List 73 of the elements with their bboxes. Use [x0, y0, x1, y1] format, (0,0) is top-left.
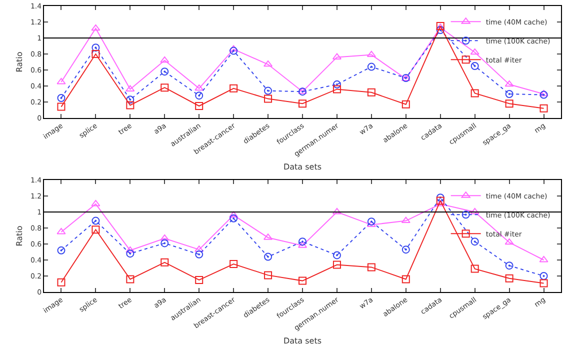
- point: [436, 26, 444, 34]
- point: [470, 264, 479, 273]
- x-axis-title: Data sets: [283, 162, 322, 172]
- point: [505, 262, 514, 270]
- point: [332, 85, 341, 94]
- point: [540, 279, 548, 288]
- point: [57, 246, 66, 254]
- point: [57, 94, 66, 102]
- point: [91, 24, 100, 31]
- point: [504, 80, 514, 87]
- point: [402, 100, 410, 108]
- point: [126, 250, 134, 258]
- point: [160, 84, 169, 92]
- point: [160, 234, 170, 241]
- point: [540, 104, 548, 112]
- point: [126, 275, 134, 284]
- point: [160, 56, 170, 63]
- point: [230, 46, 238, 55]
- point: [332, 80, 341, 88]
- point: [367, 62, 376, 71]
- point: [126, 96, 134, 104]
- point: [436, 196, 444, 205]
- point: [402, 275, 410, 284]
- point: [160, 239, 169, 248]
- point: [470, 238, 479, 246]
- point: [470, 48, 480, 55]
- y-axis-title: Ratio: [15, 226, 24, 246]
- point: [366, 50, 376, 58]
- point: [263, 60, 273, 67]
- point: [92, 50, 100, 58]
- point: [366, 220, 376, 228]
- x-axis-title: Data sets: [283, 336, 322, 346]
- point: [160, 258, 169, 266]
- point: [332, 260, 341, 269]
- point: [504, 238, 514, 245]
- point: [401, 216, 410, 224]
- point: [402, 246, 410, 254]
- point: [540, 90, 548, 99]
- point: [505, 274, 514, 282]
- point: [194, 84, 204, 91]
- point: [505, 100, 514, 108]
- point: [332, 251, 341, 260]
- point: [264, 86, 272, 95]
- point: [57, 102, 66, 111]
- point: [195, 276, 204, 284]
- point: [470, 89, 479, 98]
- point: [367, 88, 376, 96]
- point: [230, 214, 238, 222]
- point: [195, 250, 204, 258]
- point: [264, 94, 272, 103]
- point: [436, 194, 444, 202]
- point: [367, 218, 376, 226]
- point: [126, 246, 135, 253]
- point: [264, 252, 272, 261]
- point: [126, 101, 134, 110]
- point: [540, 272, 548, 280]
- point: [298, 238, 306, 246]
- point: [230, 260, 238, 268]
- point: [367, 263, 376, 272]
- point: [505, 90, 514, 98]
- point: [298, 100, 306, 108]
- point: [230, 84, 238, 92]
- point: [92, 216, 100, 225]
- point: [298, 276, 306, 285]
- point: [92, 44, 100, 52]
- point: [470, 62, 479, 70]
- point: [264, 271, 272, 280]
- point: [160, 68, 169, 76]
- point: [92, 226, 100, 234]
- point: [195, 102, 204, 110]
- y-axis-title: Ratio: [15, 52, 24, 72]
- point: [57, 278, 66, 286]
- point: [195, 92, 204, 100]
